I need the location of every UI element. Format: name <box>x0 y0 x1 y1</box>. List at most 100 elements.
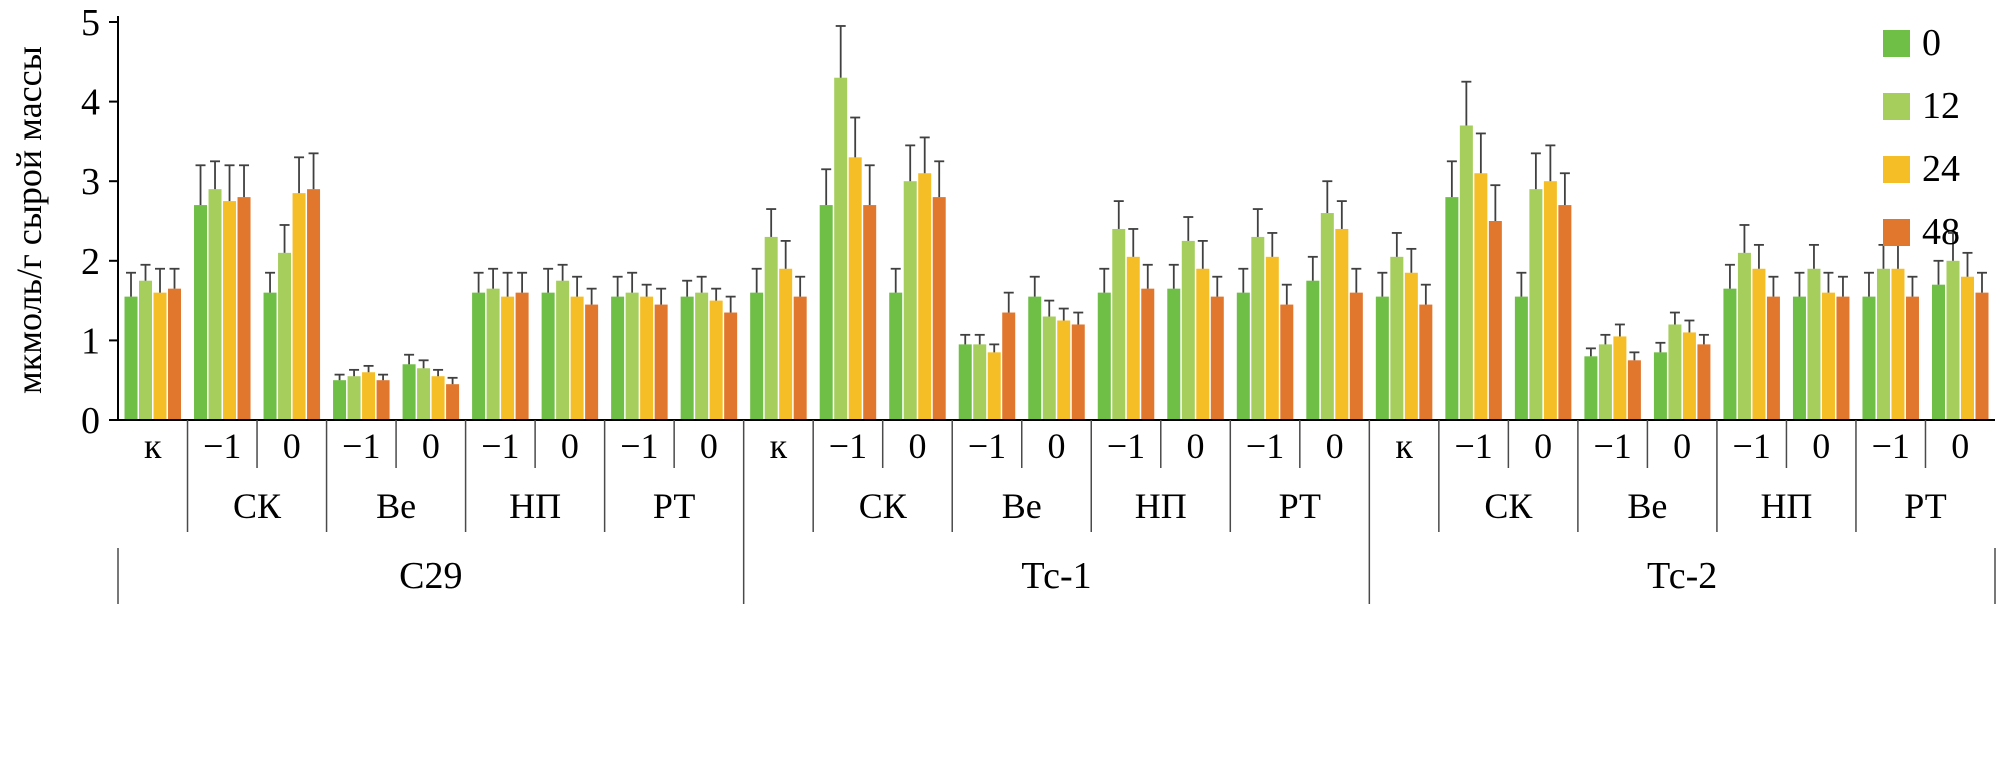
bar <box>1697 344 1711 420</box>
bar <box>1488 221 1502 420</box>
bar <box>237 197 251 420</box>
bar <box>292 193 306 420</box>
bar <box>1126 256 1140 420</box>
x-tick-label: 0 <box>1673 426 1691 466</box>
bar <box>973 344 987 420</box>
bar <box>1752 268 1766 420</box>
bar <box>1375 296 1389 420</box>
bar <box>263 292 277 420</box>
x-tick-label: −1 <box>481 426 519 466</box>
bar <box>1112 228 1126 420</box>
bar <box>724 312 738 420</box>
x-tick-label: −1 <box>1593 426 1631 466</box>
bar <box>194 205 208 420</box>
bar <box>750 292 764 420</box>
bar <box>1042 316 1056 420</box>
x-tick-label: −1 <box>829 426 867 466</box>
bar <box>1558 205 1572 420</box>
bar <box>819 205 833 420</box>
bar <box>1613 336 1627 420</box>
bar <box>472 292 486 420</box>
bar <box>1390 256 1404 420</box>
bar <box>779 268 793 420</box>
y-tick-label: 0 <box>81 400 100 442</box>
bar <box>918 173 932 420</box>
legend-label: 48 <box>1922 211 1960 253</box>
legend-item: 48 <box>1883 213 1960 251</box>
bar <box>1792 296 1806 420</box>
y-tick-label: 2 <box>81 241 100 283</box>
bar <box>1653 352 1667 420</box>
bar <box>1071 324 1085 420</box>
x-tick-label: −1 <box>203 426 241 466</box>
bar <box>1349 292 1363 420</box>
bar <box>223 201 237 420</box>
x-tick-label: 0 <box>422 426 440 466</box>
bar <box>932 197 946 420</box>
bar <box>709 300 723 420</box>
section-label: НП <box>1760 486 1812 526</box>
bar <box>958 344 972 420</box>
bar <box>1836 296 1850 420</box>
bar <box>446 384 460 420</box>
cluster-label: Тс-2 <box>1647 555 1717 597</box>
bar <box>695 292 709 420</box>
y-tick-label: 5 <box>81 2 100 44</box>
bar <box>1514 296 1528 420</box>
bar <box>1529 189 1543 420</box>
x-tick-label: 0 <box>1812 426 1830 466</box>
bar <box>208 189 222 420</box>
bar <box>1251 236 1265 420</box>
bar <box>1737 252 1751 420</box>
bar <box>1474 173 1488 420</box>
section-label: Ве <box>1002 486 1042 526</box>
bar <box>793 296 807 420</box>
legend-label: 12 <box>1922 85 1960 127</box>
bar <box>1975 292 1989 420</box>
legend: 0 12 24 48 <box>1883 24 1960 251</box>
legend-swatch-icon <box>1883 29 1910 57</box>
bar <box>1057 320 1071 420</box>
bar <box>376 380 390 420</box>
bar <box>1905 296 1919 420</box>
bar <box>1946 260 1960 420</box>
bar <box>515 292 529 420</box>
legend-item: 12 <box>1883 87 1960 125</box>
section-label: СК <box>1484 486 1533 526</box>
bar <box>1404 272 1418 420</box>
bar <box>278 252 292 420</box>
x-tick-label: 0 <box>1326 426 1344 466</box>
x-tick-label: 0 <box>561 426 579 466</box>
bar <box>1097 292 1111 420</box>
bar <box>848 157 862 420</box>
section-label: Ве <box>1627 486 1667 526</box>
bar <box>987 352 1001 420</box>
bar <box>139 280 153 420</box>
x-tick-label: к <box>1395 426 1413 466</box>
bar <box>863 205 877 420</box>
x-tick-label: −1 <box>1454 426 1492 466</box>
bar <box>1891 268 1905 420</box>
bar <box>764 236 778 420</box>
legend-item: 0 <box>1883 24 1960 62</box>
bar <box>1627 360 1641 420</box>
section-label: СК <box>233 486 282 526</box>
bar <box>347 376 361 420</box>
bar <box>1766 296 1780 420</box>
cluster-label: С29 <box>399 555 462 597</box>
bar <box>124 296 138 420</box>
bar <box>1459 125 1473 420</box>
section-label: РТ <box>653 486 695 526</box>
bar <box>431 376 445 420</box>
x-tick-label: −1 <box>1733 426 1771 466</box>
bar <box>570 296 584 420</box>
bar <box>556 280 570 420</box>
bar <box>1196 268 1210 420</box>
bar <box>1265 256 1279 420</box>
bar <box>1306 280 1320 420</box>
cluster-label: Тс-1 <box>1021 555 1091 597</box>
bar <box>1419 304 1433 420</box>
bar <box>1960 276 1974 420</box>
